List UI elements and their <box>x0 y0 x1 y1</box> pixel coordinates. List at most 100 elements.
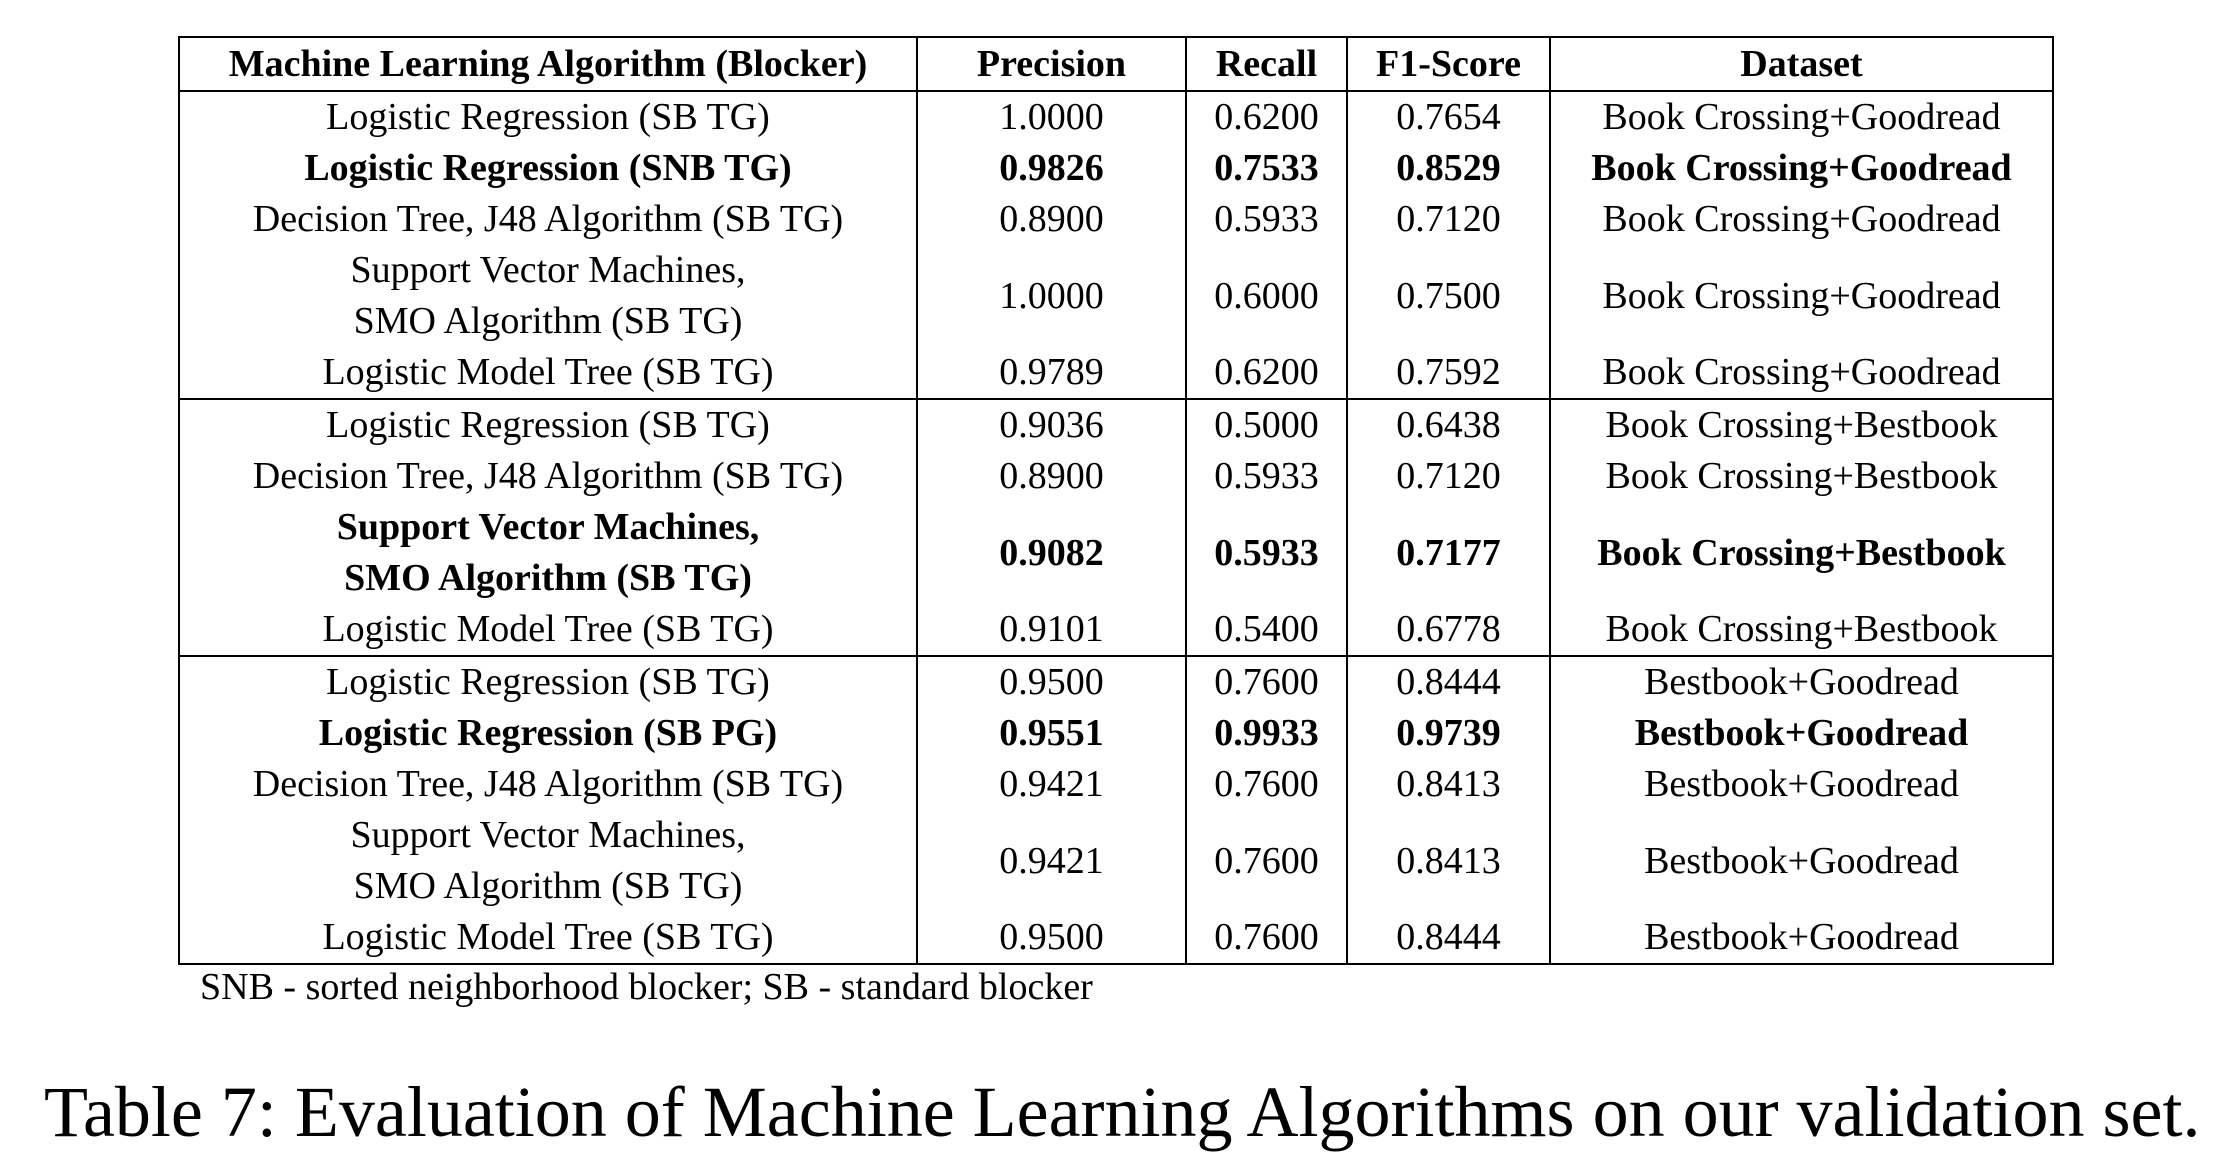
cell-f1-score: 0.6778 <box>1346 604 1551 656</box>
cell-f1-score: 0.8444 <box>1346 656 1551 708</box>
cell-recall: 0.9933 <box>1185 708 1348 759</box>
cell-recall: 0.5000 <box>1185 399 1348 451</box>
cell-f1-score: 0.8529 <box>1346 143 1551 194</box>
algorithm-line: Decision Tree, J48 Algorithm (SB TG) <box>252 198 844 240</box>
table-row: Logistic Regression (SB PG) 0.9551 0.9933 0… <box>178 708 2054 759</box>
header-precision: Precision <box>916 36 1187 92</box>
algorithm-line: Decision Tree, J48 Algorithm (SB TG) <box>252 455 844 497</box>
cell-dataset: Bestbook+Goodread <box>1549 810 2054 912</box>
cell-precision: 0.9421 <box>916 759 1187 810</box>
cell-recall: 0.7600 <box>1185 656 1348 708</box>
table-group: Logistic Regression (SB TG) 0.9500 0.7600 0… <box>178 656 2054 964</box>
cell-f1-score: 0.7592 <box>1346 347 1551 399</box>
cell-precision: 0.9789 <box>916 347 1187 399</box>
algorithm-line: Logistic Regression (SNB TG) <box>304 147 792 189</box>
table-row: Logistic Regression (SB TG) 1.0000 0.6200 0… <box>178 91 2054 143</box>
table-caption: Table 7: Evaluation of Machine Learning … <box>44 1072 2201 1152</box>
header-row: Machine Learning Algorithm (Blocker) Pre… <box>178 36 2054 92</box>
cell-precision: 0.8900 <box>916 451 1187 502</box>
table-row: Logistic Model Tree (SB TG) 0.9789 0.6200 0… <box>178 347 2054 399</box>
cell-precision: 0.9036 <box>916 399 1187 451</box>
table-row: Logistic Model Tree (SB TG) 0.9500 0.7600 0… <box>178 912 2054 964</box>
cell-dataset: Bestbook+Goodread <box>1549 912 2054 964</box>
cell-recall: 0.7600 <box>1185 810 1348 912</box>
cell-algorithm: Support Vector Machines, SMO Algorithm (S… <box>178 810 918 912</box>
cell-dataset: Book Crossing+Goodread <box>1549 91 2054 143</box>
cell-f1-score: 0.6438 <box>1346 399 1551 451</box>
cell-recall: 0.7533 <box>1185 143 1348 194</box>
cell-dataset: Book Crossing+Bestbook <box>1549 604 2054 656</box>
cell-f1-score: 0.7120 <box>1346 451 1551 502</box>
cell-f1-score: 0.8413 <box>1346 810 1551 912</box>
algorithm-line: Logistic Model Tree (SB TG) <box>322 608 774 650</box>
cell-algorithm: Logistic Regression (SB PG) <box>178 708 918 759</box>
cell-f1-score: 0.9739 <box>1346 708 1551 759</box>
cell-precision: 0.9421 <box>916 810 1187 912</box>
algorithm-line: SMO Algorithm (SB TG) <box>353 300 743 342</box>
cell-recall: 0.7600 <box>1185 912 1348 964</box>
cell-recall: 0.7600 <box>1185 759 1348 810</box>
cell-dataset: Book Crossing+Goodread <box>1549 143 2054 194</box>
cell-algorithm: Support Vector Machines, SMO Algorithm (S… <box>178 245 918 347</box>
cell-recall: 0.5400 <box>1185 604 1348 656</box>
cell-algorithm: Logistic Model Tree (SB TG) <box>178 347 918 399</box>
algorithm-line: Logistic Regression (SB TG) <box>326 661 770 703</box>
cell-dataset: Bestbook+Goodread <box>1549 759 2054 810</box>
table-footnote: SNB - sorted neighborhood blocker; SB - … <box>200 966 1093 1008</box>
cell-dataset: Book Crossing+Goodread <box>1549 194 2054 245</box>
table-row: Decision Tree, J48 Algorithm (SB TG) 0.89… <box>178 451 2054 502</box>
cell-algorithm: Support Vector Machines, SMO Algorithm (S… <box>178 502 918 604</box>
cell-algorithm: Logistic Regression (SNB TG) <box>178 143 918 194</box>
cell-precision: 0.9500 <box>916 656 1187 708</box>
cell-precision: 1.0000 <box>916 245 1187 347</box>
algorithm-line: SMO Algorithm (SB TG) <box>353 865 743 907</box>
algorithm-line: Logistic Model Tree (SB TG) <box>322 916 774 958</box>
cell-algorithm: Logistic Regression (SB TG) <box>178 656 918 708</box>
cell-f1-score: 0.7500 <box>1346 245 1551 347</box>
cell-precision: 1.0000 <box>916 91 1187 143</box>
cell-dataset: Bestbook+Goodread <box>1549 656 2054 708</box>
algorithm-line: Support Vector Machines, <box>350 249 746 291</box>
cell-dataset: Book Crossing+Goodread <box>1549 245 2054 347</box>
cell-recall: 0.5933 <box>1185 194 1348 245</box>
results-table-container: Machine Learning Algorithm (Blocker) Pre… <box>178 36 2054 965</box>
algorithm-line: Support Vector Machines, <box>350 814 746 856</box>
cell-precision: 0.9101 <box>916 604 1187 656</box>
cell-recall: 0.5933 <box>1185 502 1348 604</box>
header-algorithm: Machine Learning Algorithm (Blocker) <box>178 36 918 92</box>
table-row: Logistic Model Tree (SB TG) 0.9101 0.5400 0… <box>178 604 2054 656</box>
results-table: Machine Learning Algorithm (Blocker) Pre… <box>178 36 2054 965</box>
algorithm-line: Decision Tree, J48 Algorithm (SB TG) <box>252 763 844 805</box>
cell-f1-score: 0.7654 <box>1346 91 1551 143</box>
cell-precision: 0.9082 <box>916 502 1187 604</box>
cell-f1-score: 0.8413 <box>1346 759 1551 810</box>
cell-dataset: Book Crossing+Goodread <box>1549 347 2054 399</box>
table-header: Machine Learning Algorithm (Blocker) Pre… <box>178 36 2054 92</box>
table-group: Logistic Regression (SB TG) 1.0000 0.6200 0… <box>178 91 2054 399</box>
table-row: Support Vector Machines, SMO Algorithm (S… <box>178 810 2054 912</box>
table-group: Logistic Regression (SB TG) 0.9036 0.5000 0… <box>178 399 2054 656</box>
cell-recall: 0.6000 <box>1185 245 1348 347</box>
cell-algorithm: Logistic Regression (SB TG) <box>178 399 918 451</box>
table-row: Logistic Regression (SB TG) 0.9500 0.7600 0… <box>178 656 2054 708</box>
cell-recall: 0.5933 <box>1185 451 1348 502</box>
algorithm-line: Logistic Model Tree (SB TG) <box>322 351 774 393</box>
cell-f1-score: 0.7177 <box>1346 502 1551 604</box>
cell-algorithm: Logistic Model Tree (SB TG) <box>178 912 918 964</box>
algorithm-line: Logistic Regression (SB TG) <box>326 96 770 138</box>
cell-f1-score: 0.7120 <box>1346 194 1551 245</box>
cell-recall: 0.6200 <box>1185 91 1348 143</box>
cell-f1-score: 0.8444 <box>1346 912 1551 964</box>
algorithm-line: Logistic Regression (SB TG) <box>326 404 770 446</box>
table-row: Support Vector Machines, SMO Algorithm (S… <box>178 245 2054 347</box>
cell-precision: 0.9826 <box>916 143 1187 194</box>
table-row: Logistic Regression (SB TG) 0.9036 0.5000 0… <box>178 399 2054 451</box>
cell-precision: 0.8900 <box>916 194 1187 245</box>
table-row: Decision Tree, J48 Algorithm (SB TG) 0.94… <box>178 759 2054 810</box>
algorithm-line: Support Vector Machines, <box>336 506 760 548</box>
cell-dataset: Book Crossing+Bestbook <box>1549 502 2054 604</box>
table-row: Decision Tree, J48 Algorithm (SB TG) 0.89… <box>178 194 2054 245</box>
cell-recall: 0.6200 <box>1185 347 1348 399</box>
algorithm-line: Logistic Regression (SB PG) <box>318 712 778 754</box>
cell-algorithm: Logistic Regression (SB TG) <box>178 91 918 143</box>
